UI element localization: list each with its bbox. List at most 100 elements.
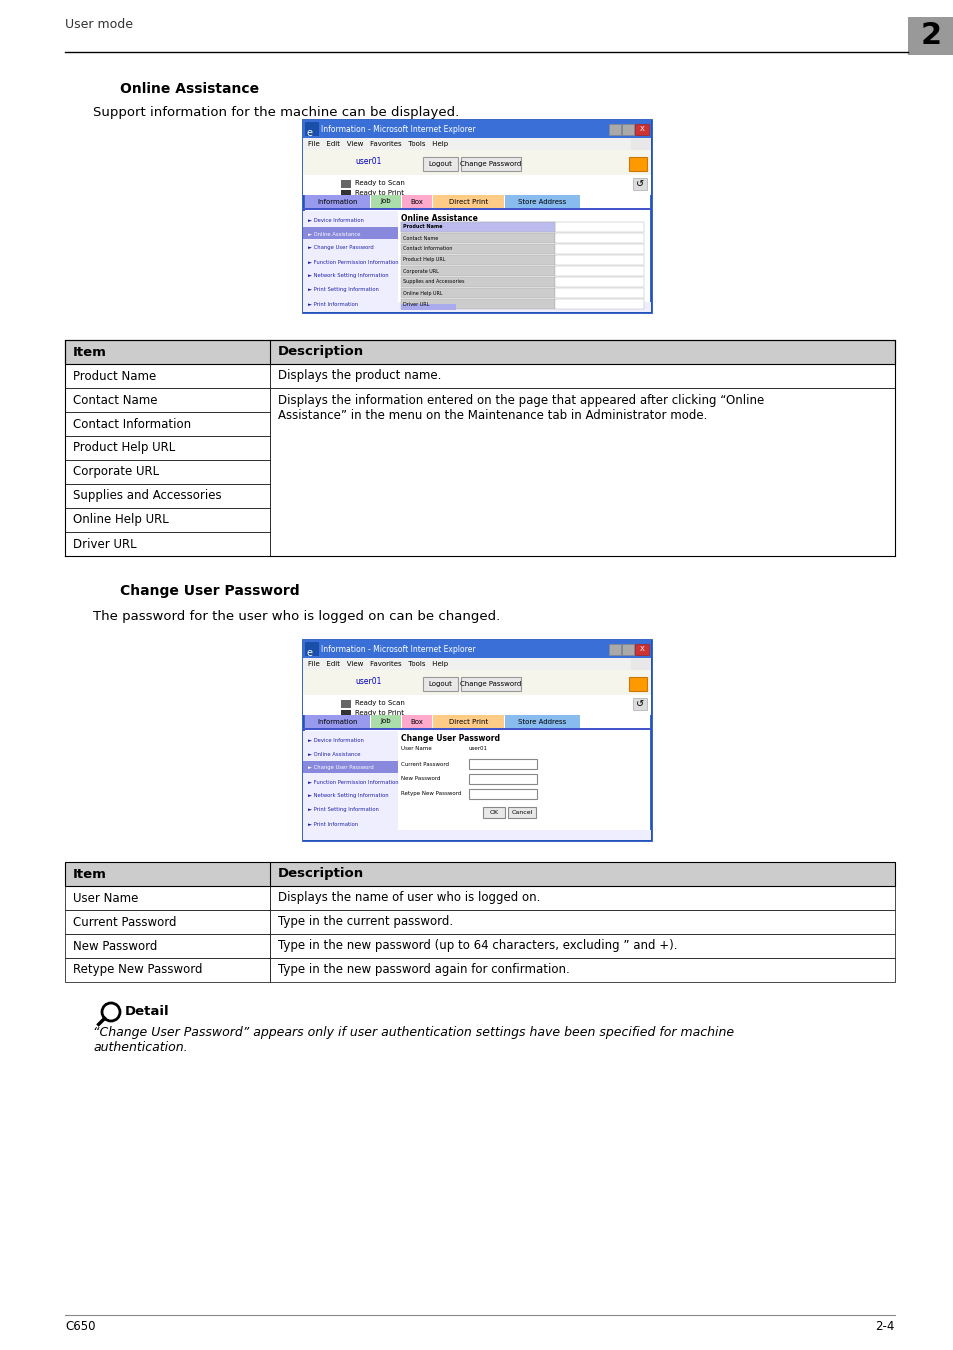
- Bar: [422, 676, 457, 691]
- Bar: [371, 194, 401, 208]
- Text: ► Change User Password: ► Change User Password: [308, 765, 374, 771]
- Bar: [303, 830, 650, 840]
- Bar: [555, 288, 643, 298]
- Bar: [400, 244, 555, 254]
- Text: Supplies and Accessories: Supplies and Accessories: [402, 279, 464, 285]
- Bar: [303, 138, 650, 150]
- Bar: [621, 124, 634, 135]
- Text: Description: Description: [277, 346, 364, 359]
- Bar: [65, 364, 270, 387]
- Bar: [340, 180, 351, 188]
- Text: user01: user01: [469, 747, 488, 752]
- Text: Box: Box: [411, 718, 423, 725]
- Text: Retype New Password: Retype New Password: [400, 791, 461, 796]
- Bar: [340, 190, 351, 198]
- Bar: [635, 124, 648, 135]
- Text: Type in the new password again for confirmation.: Type in the new password again for confi…: [277, 964, 569, 976]
- Text: New Password: New Password: [73, 940, 157, 953]
- Text: Driver URL: Driver URL: [402, 301, 429, 306]
- Text: 2-4: 2-4: [875, 1319, 894, 1332]
- Text: Item: Item: [73, 346, 107, 359]
- Bar: [402, 194, 432, 208]
- Text: User Name: User Name: [73, 891, 138, 904]
- Bar: [433, 716, 503, 728]
- Bar: [400, 255, 555, 265]
- Text: C650: C650: [65, 1319, 95, 1332]
- Bar: [65, 863, 894, 886]
- Text: Support information for the machine can be displayed.: Support information for the machine can …: [92, 107, 458, 119]
- Bar: [65, 340, 894, 364]
- Bar: [270, 387, 894, 556]
- Text: Job: Job: [380, 718, 391, 725]
- Bar: [65, 485, 270, 508]
- Bar: [482, 807, 504, 818]
- Bar: [65, 508, 270, 532]
- Text: ► Online Assistance: ► Online Assistance: [308, 752, 360, 756]
- Bar: [303, 730, 397, 840]
- Bar: [628, 676, 646, 691]
- Bar: [270, 886, 894, 910]
- Bar: [303, 640, 650, 657]
- Bar: [422, 157, 457, 171]
- Text: ↺: ↺: [636, 699, 643, 709]
- Bar: [303, 670, 650, 695]
- Text: User mode: User mode: [65, 19, 132, 31]
- Bar: [303, 150, 650, 176]
- Text: Information - Microsoft Internet Explorer: Information - Microsoft Internet Explore…: [320, 124, 476, 134]
- Text: Change User Password: Change User Password: [400, 734, 499, 743]
- Text: Detail: Detail: [125, 1004, 170, 1018]
- Bar: [305, 716, 370, 728]
- Bar: [400, 304, 456, 310]
- Text: Type in the current password.: Type in the current password.: [277, 915, 453, 929]
- Bar: [608, 644, 620, 655]
- Text: Displays the name of user who is logged on.: Displays the name of user who is logged …: [277, 891, 539, 904]
- Text: Current Password: Current Password: [73, 915, 176, 929]
- Text: Driver URL: Driver URL: [73, 537, 136, 551]
- Bar: [65, 436, 270, 460]
- Bar: [400, 221, 555, 232]
- Bar: [305, 643, 318, 656]
- Text: Displays the information entered on the page that appeared after clicking “Onlin: Displays the information entered on the …: [277, 394, 763, 423]
- Bar: [303, 640, 650, 840]
- Text: Ready to Scan: Ready to Scan: [355, 701, 404, 706]
- Bar: [303, 657, 650, 670]
- Bar: [65, 886, 270, 910]
- Text: Logout: Logout: [428, 680, 452, 687]
- Bar: [630, 138, 650, 150]
- Bar: [65, 910, 270, 934]
- Text: Direct Print: Direct Print: [448, 198, 488, 204]
- Text: Change Password: Change Password: [460, 680, 521, 687]
- Text: Logout: Logout: [428, 161, 452, 167]
- Text: Corporate URL: Corporate URL: [402, 269, 438, 274]
- Text: Job: Job: [380, 198, 391, 204]
- Text: Product Name: Product Name: [73, 370, 156, 382]
- Bar: [65, 958, 270, 981]
- Bar: [65, 460, 270, 485]
- Text: Displays the product name.: Displays the product name.: [277, 370, 441, 382]
- Text: Box: Box: [411, 198, 423, 204]
- Bar: [65, 934, 270, 958]
- Bar: [469, 788, 537, 799]
- Text: Online Help URL: Online Help URL: [73, 513, 169, 526]
- Text: Online Help URL: Online Help URL: [402, 290, 442, 296]
- Text: Online Assistance: Online Assistance: [400, 215, 477, 223]
- Bar: [507, 807, 536, 818]
- Bar: [65, 532, 270, 556]
- Text: Type in the new password (up to 64 characters, excluding ” and +).: Type in the new password (up to 64 chara…: [277, 940, 677, 953]
- Bar: [400, 298, 555, 309]
- Bar: [469, 774, 537, 784]
- Text: Supplies and Accessories: Supplies and Accessories: [73, 490, 221, 502]
- Bar: [433, 194, 503, 208]
- Text: Ready to Scan: Ready to Scan: [355, 180, 404, 186]
- Bar: [621, 644, 634, 655]
- Text: 2: 2: [920, 22, 941, 50]
- Bar: [270, 910, 894, 934]
- Bar: [303, 120, 650, 138]
- Text: ↺: ↺: [636, 180, 643, 189]
- Bar: [504, 716, 579, 728]
- Text: User Name: User Name: [400, 747, 432, 752]
- Bar: [630, 657, 650, 670]
- Bar: [555, 298, 643, 309]
- Text: ► Function Permission Information: ► Function Permission Information: [308, 259, 398, 265]
- Text: ► Device Information: ► Device Information: [308, 217, 363, 223]
